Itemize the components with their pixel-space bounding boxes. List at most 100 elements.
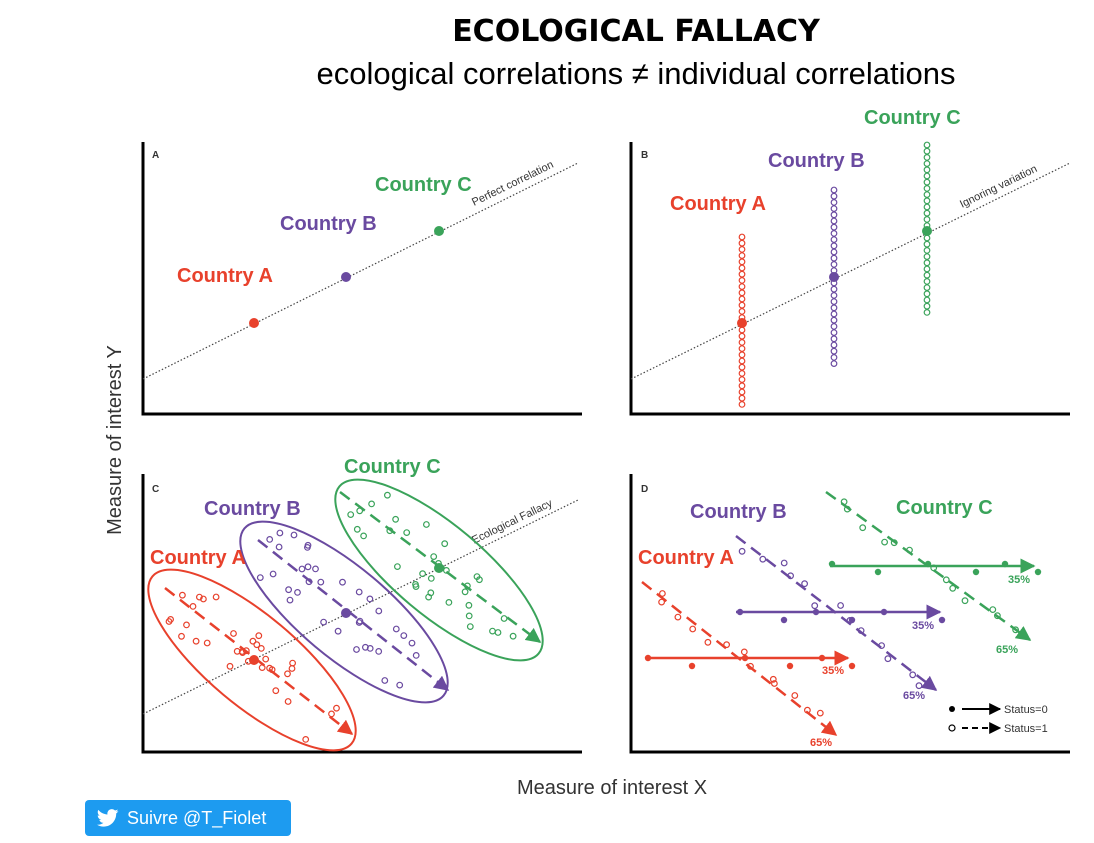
panel-a-axes [141, 142, 582, 416]
panel-b-column-a [738, 233, 746, 408]
panel-c-trend-b [257, 539, 450, 691]
panel-c-point [500, 615, 508, 622]
panel-b-label-country-b: Country B [768, 150, 865, 172]
panel-c-point [269, 570, 277, 578]
panel-c-point [375, 607, 383, 615]
panel-b-column-point [830, 304, 838, 312]
panel-c-point [445, 599, 453, 606]
panel-c-point [430, 553, 438, 560]
panel-d-filled-point [880, 608, 888, 616]
panel-c-point [355, 619, 363, 626]
panel-c-point [289, 659, 297, 667]
panel-b-column-point [923, 259, 931, 267]
panel-d-open-point [771, 680, 778, 687]
panel-c-point [384, 491, 391, 499]
legend-status0-marker [949, 706, 955, 712]
panel-b-column-point [923, 160, 931, 168]
panel-c-point [425, 593, 433, 601]
panel-d-open-point [658, 598, 665, 606]
panel-d-open-point [801, 580, 808, 588]
panel-d-filled-point [644, 654, 652, 662]
page-title: ECOLOGICAL FALLACY [452, 14, 820, 49]
legend-status1-marker [948, 724, 956, 732]
panel-b-column-point [830, 248, 838, 256]
panel-b-column-point [923, 271, 931, 279]
panel-d-legend: Status=0 Status=1 [948, 703, 1048, 735]
panel-c-point [366, 645, 374, 652]
panel-c-point [412, 652, 420, 659]
panel-b-mean-a [737, 318, 747, 328]
panel-d-label-country-a: Country A [638, 547, 734, 569]
panel-c-point [476, 576, 483, 584]
panel-b-column-point [923, 178, 931, 186]
panel-d-open-point [915, 682, 923, 690]
panel-d-open-point [816, 709, 824, 717]
panel-b-column-point [738, 277, 746, 284]
panel-d-filled-point [972, 568, 980, 576]
panel-b-axes [629, 142, 1070, 416]
panel-b-column-point [923, 296, 931, 304]
panel-c-point [423, 521, 430, 528]
panel-a-point-b [341, 272, 351, 282]
panel-d-open-point [961, 597, 969, 605]
panel-b-column-point [830, 316, 838, 324]
panel-b-column-point [830, 198, 838, 206]
panel-d-filled-point [924, 560, 932, 568]
panel-b-column-point [738, 283, 746, 291]
panel-c-point [255, 632, 263, 640]
panel-b-column-point [923, 172, 931, 180]
panel-b-column-point [923, 234, 931, 242]
panel-b-column-point [738, 394, 746, 402]
panel-c-point [249, 637, 257, 645]
panel-b-column-point [738, 388, 746, 396]
panel-d-open-point [704, 638, 712, 646]
twitter-bird-icon [97, 809, 119, 827]
panel-d-open-point [989, 606, 997, 613]
panel-b-column-point [923, 290, 931, 298]
panel-b-column-point [738, 401, 746, 408]
panel-b-column-point [830, 211, 838, 219]
panel-c-points-a [165, 591, 340, 743]
panel-c-point [489, 627, 496, 635]
panel-d-open-point [906, 546, 913, 554]
panel-d-open-point [804, 706, 811, 714]
panel-b-column-point [830, 354, 838, 361]
panel-b-reference-line [630, 162, 1071, 380]
panel-b-column-point [830, 217, 838, 225]
panel-a-reference-line [142, 162, 579, 380]
panel-b-column-point [830, 329, 838, 337]
panel-c-point [466, 623, 474, 630]
panel-c-point [288, 665, 296, 672]
panel-b-column-point [738, 308, 746, 315]
panel-c-label-country-b: Country B [204, 498, 301, 520]
panel-b-column-point [738, 332, 746, 340]
panel-b-column-point [738, 376, 746, 384]
panel-d-pct-status1-c: 65% [996, 644, 1018, 656]
panel-c-point [465, 612, 473, 620]
follow-button[interactable]: Suivre @T_Fiolet [85, 800, 291, 836]
panel-c-point [355, 588, 363, 596]
panel-d-status1-arrow-a [641, 581, 838, 736]
follow-button-label: Suivre @T_Fiolet [127, 807, 267, 828]
panel-c-point [302, 736, 310, 743]
panel-b-column-point [738, 301, 746, 309]
panel-d-filled-point [828, 560, 836, 568]
panel-b-column-point [738, 239, 746, 247]
panel-d-status0-points-b [736, 608, 946, 624]
panel-b-column-point [738, 370, 746, 377]
page-subtitle: ecological correlations ≠ individual cor… [316, 56, 956, 91]
panel-d-open-point [837, 602, 844, 609]
panel-c-point [362, 643, 369, 651]
panel-b-column-point [830, 323, 838, 330]
panel-b-column-point [923, 209, 931, 217]
panel-c-point [353, 646, 360, 653]
panel-c-point [285, 586, 293, 594]
panel-c-point [203, 639, 211, 647]
panel-c-label-country-a: Country A [150, 547, 246, 569]
panel-c-point [494, 629, 502, 636]
panel-b-column-point [830, 186, 838, 194]
panel-b-column-point [923, 253, 931, 261]
panel-b-column-point [830, 223, 838, 231]
panel-c-point [320, 618, 328, 626]
panel-b-column-point [738, 363, 746, 371]
